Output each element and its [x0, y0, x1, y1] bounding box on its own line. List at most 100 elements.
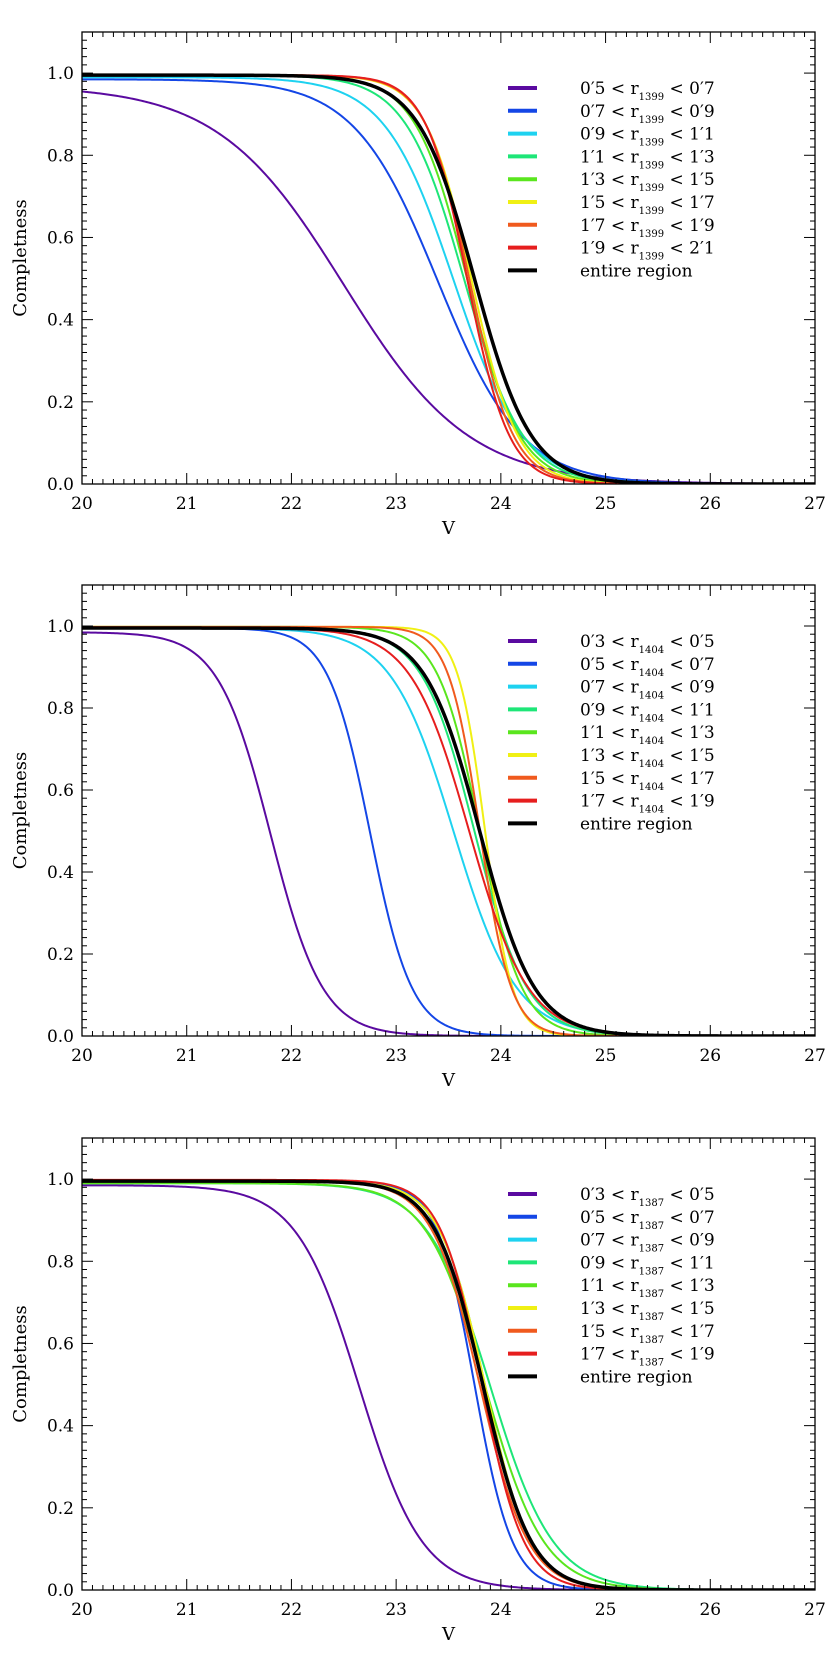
legend-entry-sub: 1387: [639, 1244, 664, 1255]
chart-panel-3: 20 21 22 23 24 25 26 27 0.0 0.2 0.4 0.6 0.8 1.0 V Compl…: [10, 1137, 826, 1645]
legend-entry-post: < 1′1: [664, 700, 715, 720]
x-tick-label: 21: [176, 1046, 198, 1066]
legend-entry-pre: 0′9 < r: [580, 1253, 640, 1273]
x-tick-label: 23: [385, 494, 407, 514]
y-tick-label: 0.0: [47, 1027, 74, 1047]
y-tick-label: 0.4: [47, 1417, 74, 1437]
y-tick-label: 0.4: [47, 311, 74, 331]
legend-entry: entire region: [580, 1367, 693, 1387]
x-axis-label: V: [441, 1624, 456, 1645]
legend-entry: 1′7 < r1387 < 1′9: [580, 1345, 715, 1369]
x-tick-label: 25: [595, 1046, 617, 1066]
legend-entry-post: < 1′9: [664, 792, 715, 812]
legend-entry-sub: 1399: [639, 206, 664, 217]
x-axis-label: V: [441, 1070, 456, 1091]
legend-entry-post: < 1′1: [664, 1253, 715, 1273]
legend-entry: 1′1 < r1404 < 1′3: [580, 723, 715, 747]
legend-entry-post: < 0′7: [664, 79, 715, 99]
legend-entry-pre: 0′5 < r: [580, 655, 640, 675]
legend-entry-post: < 2′1: [664, 239, 715, 259]
y-tick-label: 0.2: [47, 393, 74, 413]
legend-entry-pre: entire region: [580, 1367, 693, 1387]
legend-entry-sub: 1404: [639, 668, 664, 679]
chart-panel-1: 20 21 22 23 24 25 26 27 0.0 0.2 0.4 0.6 0.8 1.0 V Compl…: [10, 31, 826, 539]
legend-entry: 1′5 < r1387 < 1′7: [580, 1322, 715, 1346]
y-tick-label: 0.8: [47, 699, 74, 719]
legend-entry: 1′7 < r1404 < 1′9: [580, 792, 715, 816]
legend-entry: 1′3 < r1404 < 1′5: [580, 746, 715, 770]
legend-entry-post: < 1′9: [664, 1345, 715, 1365]
y-tick-label: 0.0: [47, 475, 74, 495]
legend-entry-sub: 1399: [639, 138, 664, 149]
legend-entry: 0′5 < r1387 < 0′7: [580, 1208, 715, 1232]
legend-entry-pre: 0′9 < r: [580, 125, 640, 145]
legend-entry-sub: 1399: [639, 183, 664, 194]
x-tick-label: 25: [595, 1600, 617, 1620]
y-tick-label: 0.2: [47, 1499, 74, 1519]
legend-entry: 1′7 < r1399 < 1′9: [580, 216, 715, 240]
legend-entry-pre: entire region: [580, 261, 693, 281]
legend-entry-post: < 1′5: [664, 170, 715, 190]
legend-entry-pre: 0′7 < r: [580, 102, 640, 122]
legend-entry-pre: 1′5 < r: [580, 769, 640, 789]
legend-entry-sub: 1387: [639, 1198, 664, 1209]
legend-entry-pre: 0′3 < r: [580, 632, 640, 652]
x-tick-label: 24: [490, 1600, 512, 1620]
x-tick-label: 26: [699, 1600, 721, 1620]
legend-entry: 1′1 < r1387 < 1′3: [580, 1276, 715, 1300]
legend-entry: 1′9 < r1399 < 2′1: [580, 239, 715, 263]
legend-entry-sub: 1399: [639, 92, 664, 103]
legend-entry: 0′7 < r1404 < 0′9: [580, 678, 715, 702]
legend-entry-sub: 1387: [639, 1312, 664, 1323]
legend-entry-post: < 1′7: [664, 1322, 715, 1342]
x-axis-label: V: [441, 518, 456, 539]
legend-entry: entire region: [580, 261, 693, 281]
x-tick-label: 27: [804, 1046, 826, 1066]
legend-entry-post: < 0′7: [664, 1208, 715, 1228]
legend-entry-pre: 1′3 < r: [580, 170, 640, 190]
legend-entry-pre: 0′5 < r: [580, 79, 640, 99]
x-tick-label: 27: [804, 1600, 826, 1620]
y-tick-label: 0.8: [47, 1252, 74, 1272]
legend-entry-sub: 1399: [639, 229, 664, 240]
y-axis-label: Completness: [10, 752, 31, 870]
x-tick-label: 21: [176, 1600, 198, 1620]
x-tick-label: 23: [385, 1600, 407, 1620]
legend-entry-sub: 1387: [639, 1289, 664, 1300]
legend-entry-post: < 1′9: [664, 216, 715, 236]
legend-entry-pre: 0′5 < r: [580, 1208, 640, 1228]
y-tick-label: 0.6: [47, 228, 74, 248]
legend-entry: entire region: [580, 814, 693, 834]
legend-entry-sub: 1387: [639, 1266, 664, 1277]
y-tick-label: 1.0: [47, 617, 74, 637]
x-tick-label: 22: [281, 494, 303, 514]
legend-entry: 0′3 < r1387 < 0′5: [580, 1185, 715, 1209]
legend-entry-pre: 1′1 < r: [580, 723, 640, 743]
legend-entry-post: < 0′9: [664, 102, 715, 122]
legend-entry-post: < 0′5: [664, 632, 715, 652]
legend-entry: 0′3 < r1404 < 0′5: [580, 632, 715, 656]
y-tick-label: 1.0: [47, 1170, 74, 1190]
legend-entry-post: < 1′1: [664, 125, 715, 145]
legend-entry-pre: 1′5 < r: [580, 193, 640, 213]
legend: 0′3 < r1404 < 0′50′5 < r1404 < 0′70′7 < …: [508, 632, 715, 834]
y-axis-label: Completness: [10, 1305, 31, 1423]
legend-entry-post: < 1′7: [664, 769, 715, 789]
legend-entry-pre: 1′7 < r: [580, 1345, 640, 1365]
x-tick-label: 21: [176, 494, 198, 514]
legend-entry-sub: 1387: [639, 1221, 664, 1232]
x-tick-label: 24: [490, 494, 512, 514]
chart-panel-2: 20 21 22 23 24 25 26 27 0.0 0.2 0.4 0.6 0.8 1.0 V Compl…: [10, 584, 826, 1091]
legend: 0′5 < r1399 < 0′70′7 < r1399 < 0′90′9 < …: [508, 79, 715, 281]
legend-entry-sub: 1404: [639, 645, 664, 656]
x-tick-label: 20: [71, 494, 93, 514]
legend-entry-sub: 1404: [639, 782, 664, 793]
legend-entry-post: < 0′7: [664, 655, 715, 675]
legend-entry-sub: 1404: [639, 736, 664, 747]
legend-entry-sub: 1387: [639, 1335, 664, 1346]
x-tick-label: 26: [699, 494, 721, 514]
legend-entry-post: < 1′3: [664, 723, 715, 743]
legend-entry-sub: 1399: [639, 252, 664, 263]
legend-entry: 0′5 < r1404 < 0′7: [580, 655, 715, 679]
